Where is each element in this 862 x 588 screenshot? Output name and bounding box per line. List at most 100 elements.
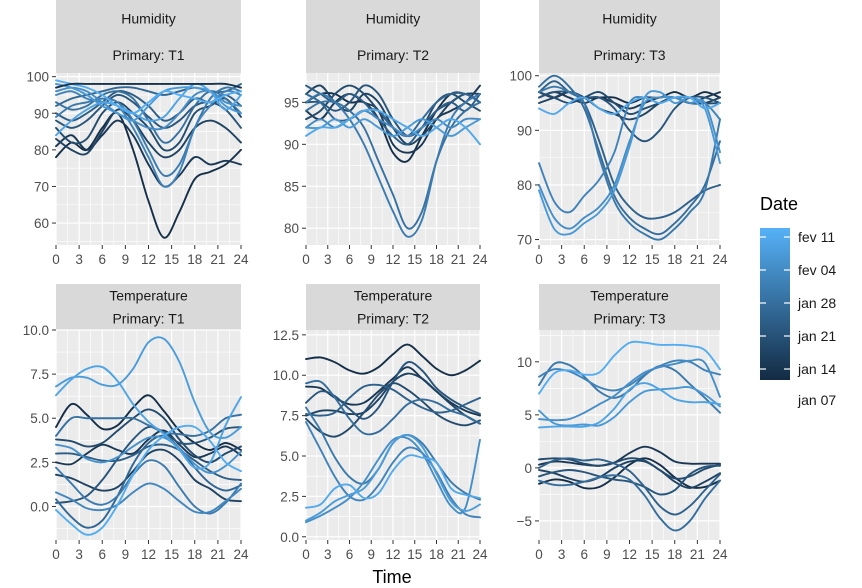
- series-line: [55, 86, 242, 177]
- facet-strip-primary: Primary: T2: [357, 47, 429, 63]
- x-tick-label: 21: [451, 547, 466, 562]
- facet-strip-primary: Primary: T2: [357, 311, 429, 327]
- facet-strip-primary: Primary: T1: [112, 311, 184, 327]
- x-tick-label: 24: [472, 547, 488, 562]
- facet-strip-variable: Humidity: [602, 10, 656, 26]
- x-tick-label: 3: [558, 547, 566, 562]
- x-tick-label: 12: [385, 547, 400, 562]
- series-line: [55, 434, 242, 529]
- y-tick-label: 80: [517, 178, 532, 193]
- series-line: [55, 82, 242, 89]
- series-line: [55, 79, 242, 115]
- x-tick-label: 18: [187, 252, 202, 267]
- series-line: [55, 448, 242, 503]
- series-line: [55, 336, 242, 439]
- facet-strip-variable: Temperature: [109, 288, 188, 304]
- x-tick-label: 0: [535, 547, 543, 562]
- x-tick-label: 18: [429, 252, 444, 267]
- y-tick-label: 80: [284, 221, 299, 236]
- series-line: [55, 425, 242, 504]
- series-line: [538, 474, 721, 532]
- x-tick-label: 0: [52, 547, 60, 562]
- x-tick-label: 21: [210, 547, 225, 562]
- x-tick-label: 24: [712, 547, 728, 562]
- legend-labels: fev 11 fev 04 jan 28 jan 21 jan 14 jan 07: [760, 229, 836, 408]
- series-line: [305, 421, 481, 519]
- y-tick-label: 70: [34, 179, 49, 194]
- legend-label: fev 11: [798, 229, 835, 245]
- series-line: [305, 379, 481, 436]
- y-tick-label: −5: [517, 514, 532, 529]
- x-tick-label: 0: [535, 252, 543, 267]
- series-line: [305, 118, 481, 137]
- legend-title: Date: [760, 194, 798, 214]
- y-tick-label: 95: [284, 95, 299, 110]
- legend-colorbar: [760, 228, 790, 380]
- y-tick-label: 85: [284, 179, 299, 194]
- series-line: [55, 108, 242, 159]
- series-line: [538, 459, 721, 489]
- y-tick-label: 7.5: [280, 409, 299, 424]
- x-tick-label: 6: [346, 252, 354, 267]
- y-tick-label: 100: [26, 70, 49, 85]
- facet-panel: Humidity Primary: T3 0 3 6 9 12 15 18 21 24 70 80 90 1…: [509, 0, 728, 267]
- facet-strip: [539, 307, 720, 330]
- facet-strip: [306, 307, 480, 330]
- series-line: [55, 82, 242, 137]
- y-tick-label: 10.0: [23, 323, 49, 338]
- y-tick-label: 2.5: [280, 489, 299, 504]
- y-tick-label: 12.5: [273, 328, 299, 343]
- facet-panel: Humidity Primary: T1 0 3 6 9 12 15 18 21 24 60 70 80 9…: [26, 0, 249, 267]
- x-tick-label: 6: [346, 547, 354, 562]
- y-tick-label: 5.0: [280, 449, 299, 464]
- series-line: [305, 434, 481, 522]
- series-line: [538, 382, 721, 429]
- x-tick-label: 6: [580, 547, 588, 562]
- series-line: [538, 358, 721, 422]
- y-tick-label: 90: [284, 137, 299, 152]
- x-tick-label: 9: [367, 547, 375, 562]
- x-tick-label: 9: [122, 252, 130, 267]
- series-line: [55, 365, 242, 470]
- x-tick-label: 15: [407, 252, 422, 267]
- y-tick-label: 0.0: [30, 499, 49, 514]
- series-line: [55, 429, 242, 466]
- x-tick-label: 9: [122, 547, 130, 562]
- series-line: [55, 443, 242, 481]
- legend-label: jan 21: [797, 328, 836, 344]
- facet-strip-variable: Humidity: [121, 10, 175, 26]
- x-tick-label: 24: [233, 252, 249, 267]
- x-tick-label: 21: [690, 252, 705, 267]
- series-line: [55, 89, 242, 188]
- x-tick-label: 6: [580, 252, 588, 267]
- x-tick-label: 15: [645, 547, 660, 562]
- series-line: [538, 385, 721, 427]
- x-tick-label: 21: [451, 252, 466, 267]
- x-tick-label: 15: [164, 547, 179, 562]
- series-line: [538, 340, 721, 395]
- y-tick-label: 5: [524, 408, 532, 423]
- y-tick-label: 5.0: [30, 411, 49, 426]
- x-tick-label: 3: [324, 252, 332, 267]
- series-line: [305, 360, 481, 420]
- x-tick-label: 0: [52, 252, 60, 267]
- x-tick-label: 12: [622, 252, 637, 267]
- y-tick-label: 10: [517, 355, 532, 370]
- x-tick-label: 24: [233, 547, 249, 562]
- facet-strip: [539, 0, 720, 37]
- y-tick-label: 0: [524, 461, 532, 476]
- x-tick-label: 6: [98, 547, 106, 562]
- x-tick-label: 18: [187, 547, 202, 562]
- facet-panel: Humidity Primary: T2 0 3 6 9 12 15 18 21 24 80 85 90 9…: [284, 0, 488, 267]
- facet-strip-primary: Primary: T1: [112, 47, 184, 63]
- series-line: [55, 435, 242, 474]
- series-line: [538, 95, 721, 230]
- series-line: [305, 454, 481, 509]
- y-tick-label: 100: [509, 69, 532, 84]
- x-tick-label: 9: [603, 252, 611, 267]
- series-line: [538, 457, 721, 516]
- x-tick-label: 15: [645, 252, 660, 267]
- series-line: [305, 435, 481, 524]
